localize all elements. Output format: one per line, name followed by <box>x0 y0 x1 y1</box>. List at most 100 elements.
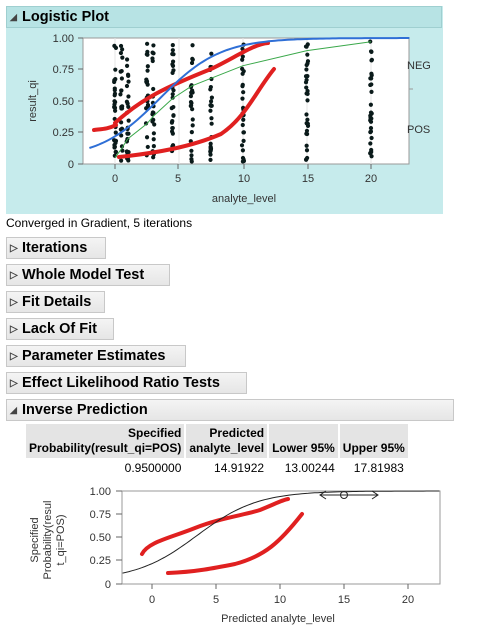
reference-line <box>114 41 372 158</box>
inverse-prediction-header[interactable]: ◢ Inverse Prediction <box>6 399 454 421</box>
data-point <box>169 106 174 111</box>
cell-lower: 13.00244 <box>284 461 335 475</box>
data-point <box>304 131 309 136</box>
y-tick-label: 1.00 <box>53 33 74 45</box>
cell-predicted: 14.91922 <box>214 461 265 475</box>
disclosure-closed-icon[interactable]: ▷ <box>10 242 18 254</box>
x-tick-label: 0 <box>112 173 118 185</box>
section-fit-details[interactable]: ▷ Fit Details <box>6 291 105 313</box>
data-point <box>369 89 374 94</box>
data-point <box>145 144 150 150</box>
table-header-row: Specified Probability(result_qi=POS) Pred… <box>26 424 408 458</box>
data-point <box>241 117 246 122</box>
data-point <box>304 77 309 83</box>
data-point <box>151 137 156 142</box>
data-point <box>145 52 150 57</box>
data-point <box>189 157 194 162</box>
data-point <box>304 85 309 90</box>
y-tick-label: 0.50 <box>53 96 74 108</box>
data-point <box>190 43 195 48</box>
data-point <box>369 71 374 76</box>
x-tick-label: 10 <box>238 173 250 185</box>
data-point <box>120 47 125 52</box>
level-label-neg: NEG <box>407 60 431 72</box>
disclosure-closed-icon[interactable]: ▷ <box>10 323 18 335</box>
x-tick-label: 20 <box>365 173 377 185</box>
data-point <box>126 94 131 99</box>
x-tick-label: 5 <box>175 173 181 185</box>
inverse-prediction-chart: 1.00 0.75 0.50 0.25 0 Specified Probabil… <box>29 486 441 625</box>
col-lower: Lower 95% <box>268 424 340 458</box>
section-lack-of-fit[interactable]: ▷ Lack Of Fit <box>6 318 114 340</box>
data-point <box>368 151 373 156</box>
data-point <box>119 88 124 93</box>
data-point <box>124 63 130 68</box>
data-point <box>209 95 214 100</box>
data-point <box>170 119 175 124</box>
data-point <box>112 142 117 148</box>
svg-text:t_qi=POS): t_qi=POS) <box>55 514 67 565</box>
data-point <box>171 113 176 118</box>
data-point <box>209 121 214 126</box>
data-point <box>119 76 124 81</box>
section-label: Parameter Estimates <box>22 348 166 364</box>
data-point <box>151 86 156 92</box>
data-point <box>188 94 194 99</box>
data-point <box>304 67 309 72</box>
disclosure-closed-icon[interactable]: ▷ <box>10 269 18 281</box>
x-axis-title: analyte_level <box>212 193 276 205</box>
section-iterations[interactable]: ▷ Iterations <box>6 237 106 259</box>
y-axis-title: Specified Probability(resul t_qi=POS) <box>29 501 67 580</box>
data-point <box>126 118 131 123</box>
data-point <box>150 56 155 61</box>
section-whole-model-test[interactable]: ▷ Whole Model Test <box>6 264 170 286</box>
data-point <box>209 51 214 56</box>
data-point <box>170 59 176 64</box>
data-point <box>240 54 245 59</box>
ci-right-arrow <box>371 490 379 500</box>
disclosure-open-icon[interactable]: ◢ <box>10 11 17 22</box>
data-point <box>241 158 247 164</box>
logistic-plot-chart: 1.00 0.75 0.50 0.25 0 result_qi 0 5 10 1… <box>27 33 431 205</box>
data-point <box>208 108 213 113</box>
disclosure-closed-icon[interactable]: ▷ <box>10 350 18 362</box>
disclosure-closed-icon[interactable]: ▷ <box>10 296 18 308</box>
data-point <box>368 129 374 134</box>
x-axis-title: Predicted analyte_level <box>221 613 335 625</box>
y-axis: 1.00 0.75 0.50 0.25 0 <box>53 33 83 171</box>
y-axis-title: result_qi <box>27 80 39 122</box>
logistic-plot-header[interactable]: ◢ Logistic Plot <box>6 6 442 28</box>
data-point <box>369 116 374 121</box>
x-tick-label: 15 <box>338 594 350 606</box>
logistic-plot-title: Logistic Plot <box>22 9 109 25</box>
y-tick-label: 0.50 <box>90 532 111 544</box>
annotation-stroke-upper <box>113 41 270 125</box>
x-tick-label: 5 <box>213 594 219 606</box>
data-point <box>145 68 150 73</box>
data-point <box>119 144 125 149</box>
data-point <box>209 116 214 121</box>
x-axis: 0 5 10 15 20 <box>149 584 414 606</box>
svg-text:Specified: Specified <box>29 517 41 562</box>
x-tick-label: 15 <box>302 173 314 185</box>
prediction-marker <box>340 491 348 499</box>
section-effect-likelihood-ratio-tests[interactable]: ▷ Effect Likelihood Ratio Tests <box>6 372 247 394</box>
data-point <box>170 51 175 57</box>
data-point <box>305 52 310 57</box>
data-point <box>126 104 131 109</box>
data-point <box>189 130 194 135</box>
data-point <box>305 61 310 66</box>
data-point <box>208 157 213 162</box>
annotation-stroke-lower <box>166 512 304 575</box>
disclosure-closed-icon[interactable]: ▷ <box>10 377 18 389</box>
section-parameter-estimates[interactable]: ▷ Parameter Estimates <box>6 345 186 367</box>
data-point <box>120 104 125 109</box>
data-point <box>124 83 130 89</box>
data-point <box>151 143 156 149</box>
data-point <box>241 90 246 95</box>
data-point <box>169 129 175 134</box>
data-point <box>369 57 375 62</box>
data-point <box>188 103 193 109</box>
data-point <box>369 82 374 87</box>
disclosure-open-icon[interactable]: ◢ <box>10 404 17 415</box>
